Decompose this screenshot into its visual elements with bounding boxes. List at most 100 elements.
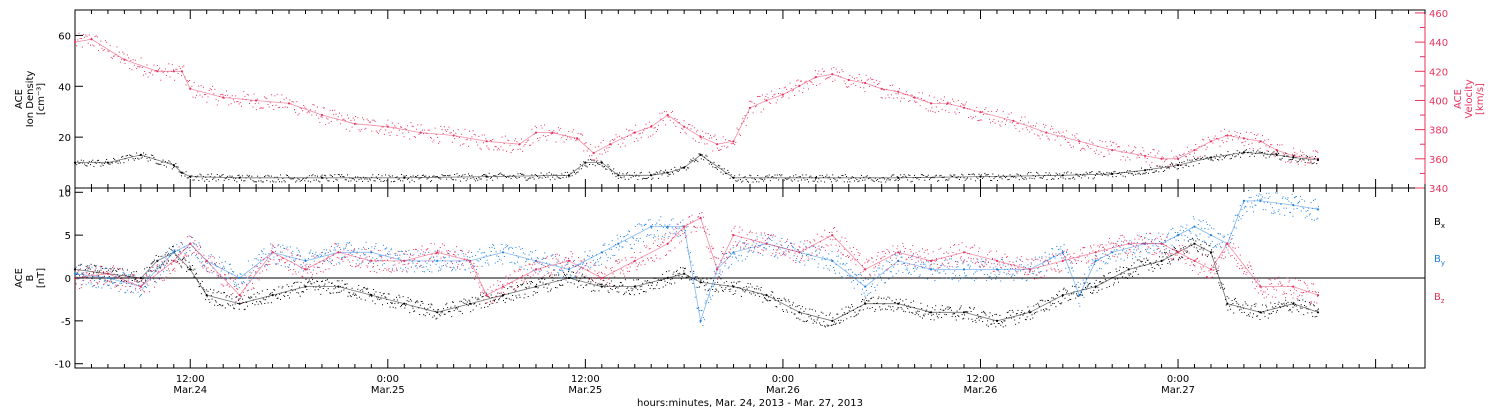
by-sample bbox=[341, 257, 343, 259]
bx-sample bbox=[680, 267, 681, 269]
velocity-sample bbox=[379, 130, 381, 132]
by-sample bbox=[815, 249, 817, 251]
bx-sample bbox=[503, 300, 504, 301]
bx-sample bbox=[584, 277, 586, 278]
density-sample bbox=[330, 175, 332, 177]
velocity-sample bbox=[1258, 142, 1260, 144]
bx-sample bbox=[953, 313, 955, 315]
density-sample bbox=[1026, 173, 1028, 175]
bx-sample bbox=[871, 307, 873, 308]
by-sample bbox=[701, 309, 703, 311]
density-sample bbox=[903, 174, 905, 176]
density-sample bbox=[1101, 174, 1103, 176]
by-sample bbox=[829, 265, 831, 266]
by-sample bbox=[649, 219, 651, 221]
velocity-sample bbox=[113, 55, 114, 57]
velocity-sample bbox=[1224, 128, 1225, 130]
by-sample bbox=[140, 294, 141, 296]
by-sample bbox=[132, 291, 134, 293]
velocity-sample bbox=[269, 102, 271, 104]
by-sample bbox=[369, 261, 371, 263]
velocity-sample bbox=[761, 94, 763, 96]
bx-sample bbox=[559, 284, 561, 286]
by-sample bbox=[994, 274, 996, 276]
velocity-point bbox=[609, 143, 612, 146]
velocity-sample bbox=[238, 103, 240, 105]
density-sample bbox=[873, 181, 875, 182]
bx-sample bbox=[833, 323, 835, 325]
by-sample bbox=[363, 246, 365, 248]
velocity-sample bbox=[554, 132, 556, 134]
bx-sample bbox=[1276, 311, 1277, 313]
bx-sample bbox=[293, 282, 295, 284]
bx-sample bbox=[1143, 258, 1145, 260]
bx-sample bbox=[1239, 309, 1240, 311]
bx-sample bbox=[1285, 299, 1287, 301]
density-sample bbox=[1040, 177, 1042, 179]
velocity-sample bbox=[260, 107, 262, 109]
bx-sample bbox=[1035, 303, 1037, 305]
by-sample bbox=[620, 240, 622, 242]
by-sample bbox=[479, 248, 481, 250]
by-sample bbox=[612, 255, 614, 257]
by-sample bbox=[191, 254, 193, 256]
by-sample bbox=[713, 285, 714, 287]
by-sample bbox=[126, 289, 128, 291]
velocity-sample bbox=[547, 135, 549, 136]
bx-sample bbox=[398, 294, 400, 296]
density-sample bbox=[148, 157, 150, 159]
density-sample bbox=[182, 172, 184, 174]
density-sample bbox=[1156, 170, 1157, 172]
bx-sample bbox=[266, 289, 268, 290]
by-sample bbox=[834, 272, 836, 274]
velocity-sample bbox=[1100, 151, 1102, 153]
velocity-sample bbox=[819, 83, 821, 85]
by-sample bbox=[557, 272, 559, 273]
density-sample bbox=[114, 158, 116, 160]
by-sample bbox=[273, 256, 275, 258]
by-sample bbox=[229, 263, 231, 265]
density-sample bbox=[103, 163, 105, 164]
velocity-sample bbox=[525, 142, 527, 143]
density-sample bbox=[179, 172, 181, 174]
velocity-sample bbox=[197, 91, 199, 93]
density-sample bbox=[668, 174, 670, 176]
bx-sample bbox=[105, 267, 107, 269]
density-sample bbox=[439, 177, 441, 179]
density-sample bbox=[156, 163, 158, 165]
bx-sample bbox=[700, 279, 702, 281]
bx-sample bbox=[579, 278, 581, 280]
velocity-sample bbox=[1097, 145, 1099, 147]
bx-sample bbox=[268, 296, 270, 298]
by-sample bbox=[253, 278, 255, 279]
by-sample bbox=[705, 300, 707, 302]
by-sample bbox=[803, 243, 805, 245]
by-sample bbox=[211, 272, 213, 274]
bx-sample bbox=[160, 255, 162, 257]
density-sample bbox=[869, 177, 870, 179]
velocity-sample bbox=[871, 79, 873, 81]
bx-sample bbox=[539, 281, 541, 283]
velocity-sample bbox=[1247, 138, 1248, 140]
by-sample bbox=[856, 275, 858, 277]
density-sample bbox=[1292, 158, 1293, 160]
by-sample bbox=[624, 240, 626, 242]
density-sample bbox=[245, 177, 247, 179]
density-sample bbox=[816, 176, 817, 178]
density-sample bbox=[1008, 179, 1010, 180]
density-sample bbox=[1266, 153, 1268, 155]
by-sample bbox=[766, 242, 768, 243]
velocity-sample bbox=[692, 138, 694, 140]
bx-sample bbox=[87, 265, 89, 267]
bx-sample bbox=[1212, 251, 1214, 253]
by-sample bbox=[508, 247, 510, 249]
velocity-sample bbox=[406, 125, 408, 127]
velocity-sample bbox=[780, 93, 782, 95]
by-sample bbox=[731, 256, 733, 258]
density-sample bbox=[802, 174, 804, 176]
velocity-sample bbox=[326, 117, 328, 119]
bx-sample bbox=[318, 284, 320, 286]
bx-sample bbox=[1072, 293, 1074, 295]
by-sample bbox=[232, 271, 234, 272]
bx-sample bbox=[321, 281, 323, 282]
